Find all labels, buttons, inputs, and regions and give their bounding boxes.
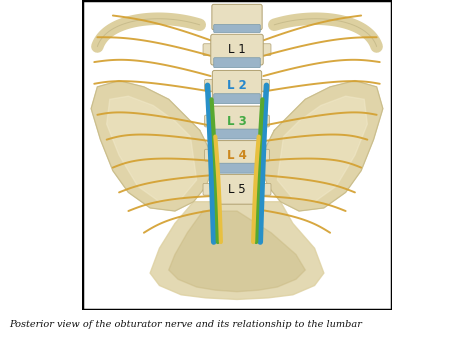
Text: L 1: L 1	[228, 43, 246, 56]
FancyBboxPatch shape	[203, 183, 215, 195]
Text: L 3: L 3	[227, 115, 247, 128]
Polygon shape	[169, 211, 305, 292]
FancyBboxPatch shape	[214, 129, 260, 139]
Text: Posterior view of the obturator nerve and its relationship to the lumbar: Posterior view of the obturator nerve an…	[9, 320, 362, 329]
FancyBboxPatch shape	[214, 94, 260, 104]
FancyBboxPatch shape	[259, 183, 271, 195]
FancyBboxPatch shape	[205, 149, 216, 161]
FancyBboxPatch shape	[214, 163, 260, 173]
FancyBboxPatch shape	[258, 149, 269, 161]
Text: L 4: L 4	[227, 149, 247, 162]
FancyBboxPatch shape	[212, 71, 262, 100]
Polygon shape	[277, 96, 367, 202]
Text: L 2: L 2	[227, 79, 247, 92]
FancyBboxPatch shape	[214, 25, 260, 33]
Polygon shape	[150, 202, 324, 299]
Polygon shape	[91, 81, 215, 211]
FancyBboxPatch shape	[259, 44, 271, 56]
Polygon shape	[259, 81, 383, 211]
FancyBboxPatch shape	[212, 140, 262, 170]
FancyBboxPatch shape	[212, 106, 262, 136]
Text: L 5: L 5	[228, 183, 246, 196]
FancyBboxPatch shape	[214, 58, 260, 68]
FancyBboxPatch shape	[203, 44, 215, 56]
FancyBboxPatch shape	[211, 34, 263, 65]
FancyBboxPatch shape	[258, 79, 269, 91]
FancyBboxPatch shape	[258, 115, 269, 127]
FancyBboxPatch shape	[205, 79, 216, 91]
FancyBboxPatch shape	[212, 4, 262, 30]
FancyBboxPatch shape	[205, 115, 216, 127]
Polygon shape	[107, 96, 197, 202]
FancyBboxPatch shape	[211, 174, 263, 204]
